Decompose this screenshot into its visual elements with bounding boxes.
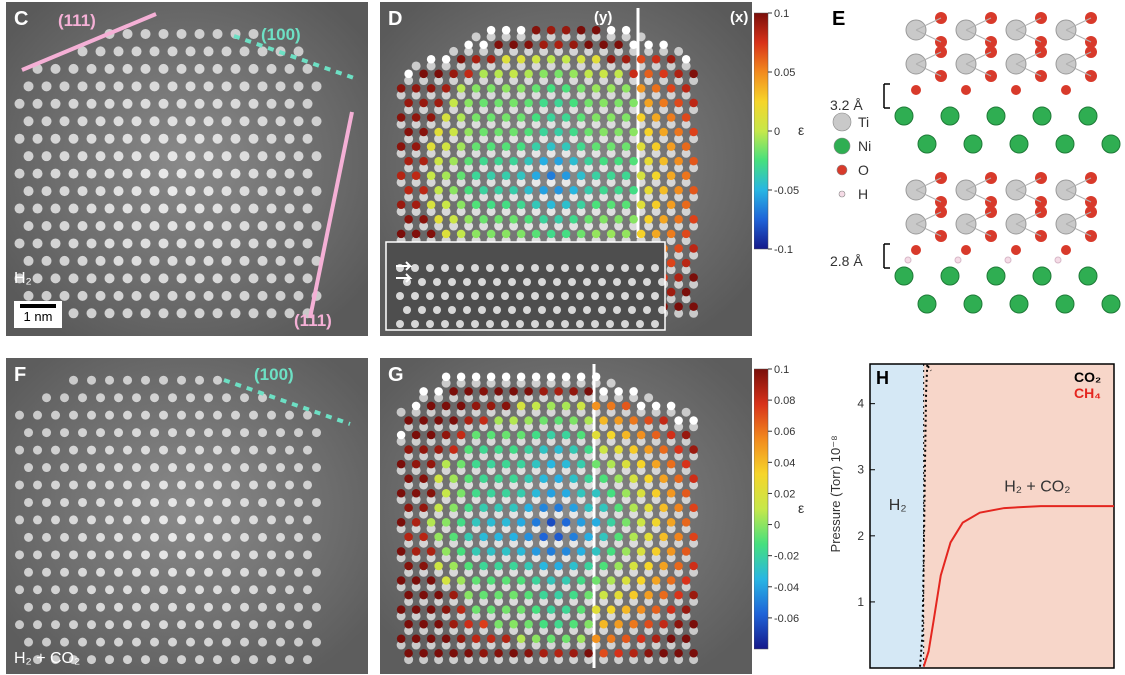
svg-text:0: 0 [774,126,780,138]
svg-text:(100): (100) [261,25,301,44]
colorbar-g: -0.06 -0.04 -0.02 0 0.02 0.04 0.06 0.08 0.1 ε [754,364,824,659]
svg-text:3.2 Å: 3.2 Å [830,97,863,113]
svg-text:CO₂: CO₂ [1074,369,1101,385]
svg-text:(111): (111) [58,11,96,30]
svg-text:0.1: 0.1 [774,8,789,20]
svg-text:H₂: H₂ [889,497,907,514]
scalebar-text: 1 nm [24,309,53,324]
panel-d-label: D [388,8,402,31]
colorbar-d: -0.1 -0.05 0 0.05 0.1 ε [754,8,824,259]
svg-text:-0.04: -0.04 [774,582,799,594]
svg-text:H: H [858,186,868,202]
panel-h-chart: H H₂ H₂ + CO₂ CO₂CH₄ 1 2 3 4 Pressure (Torr) 10⁻… [826,358,1120,674]
svg-text:H: H [876,368,889,388]
svg-text:4: 4 [857,397,864,411]
panel-f: F (100) H₂ + CO₂ [6,358,368,674]
svg-text:(111): (111) [294,311,332,330]
svg-text:3: 3 [857,463,864,477]
panel-f-image: (100) [6,358,368,674]
panel-d: D (y) (x) [380,2,752,336]
svg-text:(y): (y) [594,9,612,26]
svg-text:-0.02: -0.02 [774,551,799,563]
svg-text:CH₄: CH₄ [1074,385,1101,401]
panel-g-image [380,358,752,674]
svg-text:2.8 Å: 2.8 Å [830,253,863,269]
svg-text:H₂ + CO₂: H₂ + CO₂ [1004,479,1070,496]
panel-c: C (111) (100) (111) H₂ 1 nm [6,2,368,336]
svg-text:0: 0 [774,520,780,532]
svg-text:2: 2 [857,529,864,543]
svg-text:1: 1 [857,595,864,609]
svg-text:Ni: Ni [858,138,871,154]
panel-e-schematic: Ti Ni OH 3.2 Å 2.8 Å [824,2,1124,336]
panel-d-image: (y) (x) [380,2,752,336]
svg-text:0.1: 0.1 [774,364,789,376]
svg-text:Ti: Ti [858,114,869,130]
svg-text:0.04: 0.04 [774,457,795,469]
svg-text:O: O [858,162,869,178]
svg-text:(100): (100) [254,365,294,384]
panel-f-condition: H₂ + CO₂ [14,650,80,668]
panel-g-label: G [388,364,404,387]
svg-text:-0.06: -0.06 [774,613,799,625]
svg-text:(x): (x) [730,9,748,26]
panel-g: G [380,358,752,674]
svg-text:0.02: 0.02 [774,488,795,500]
svg-text:ε: ε [798,122,804,138]
svg-text:ε: ε [798,500,804,516]
panel-c-image: (111) (100) (111) [6,2,368,336]
panel-c-label: C [14,8,28,31]
panel-e: E Ti Ni OH 3.2 Å 2.8 Å [824,2,1124,336]
svg-text:-0.1: -0.1 [774,244,793,254]
panel-h: H H₂ H₂ + CO₂ CO₂CH₄ 1 2 3 4 Pressure (Torr) 10⁻… [826,358,1120,674]
svg-text:0.05: 0.05 [774,67,795,79]
scalebar: 1 nm [14,301,62,328]
svg-text:Pressure (Torr) 10⁻⁸: Pressure (Torr) 10⁻⁸ [828,435,843,552]
svg-text:0.08: 0.08 [774,395,795,407]
scalebar-line [20,304,56,308]
svg-text:0.06: 0.06 [774,426,795,438]
panel-f-label: F [14,364,26,387]
panel-e-label: E [832,8,845,31]
panel-c-condition: H₂ [14,270,32,288]
svg-text:-0.05: -0.05 [774,185,799,197]
